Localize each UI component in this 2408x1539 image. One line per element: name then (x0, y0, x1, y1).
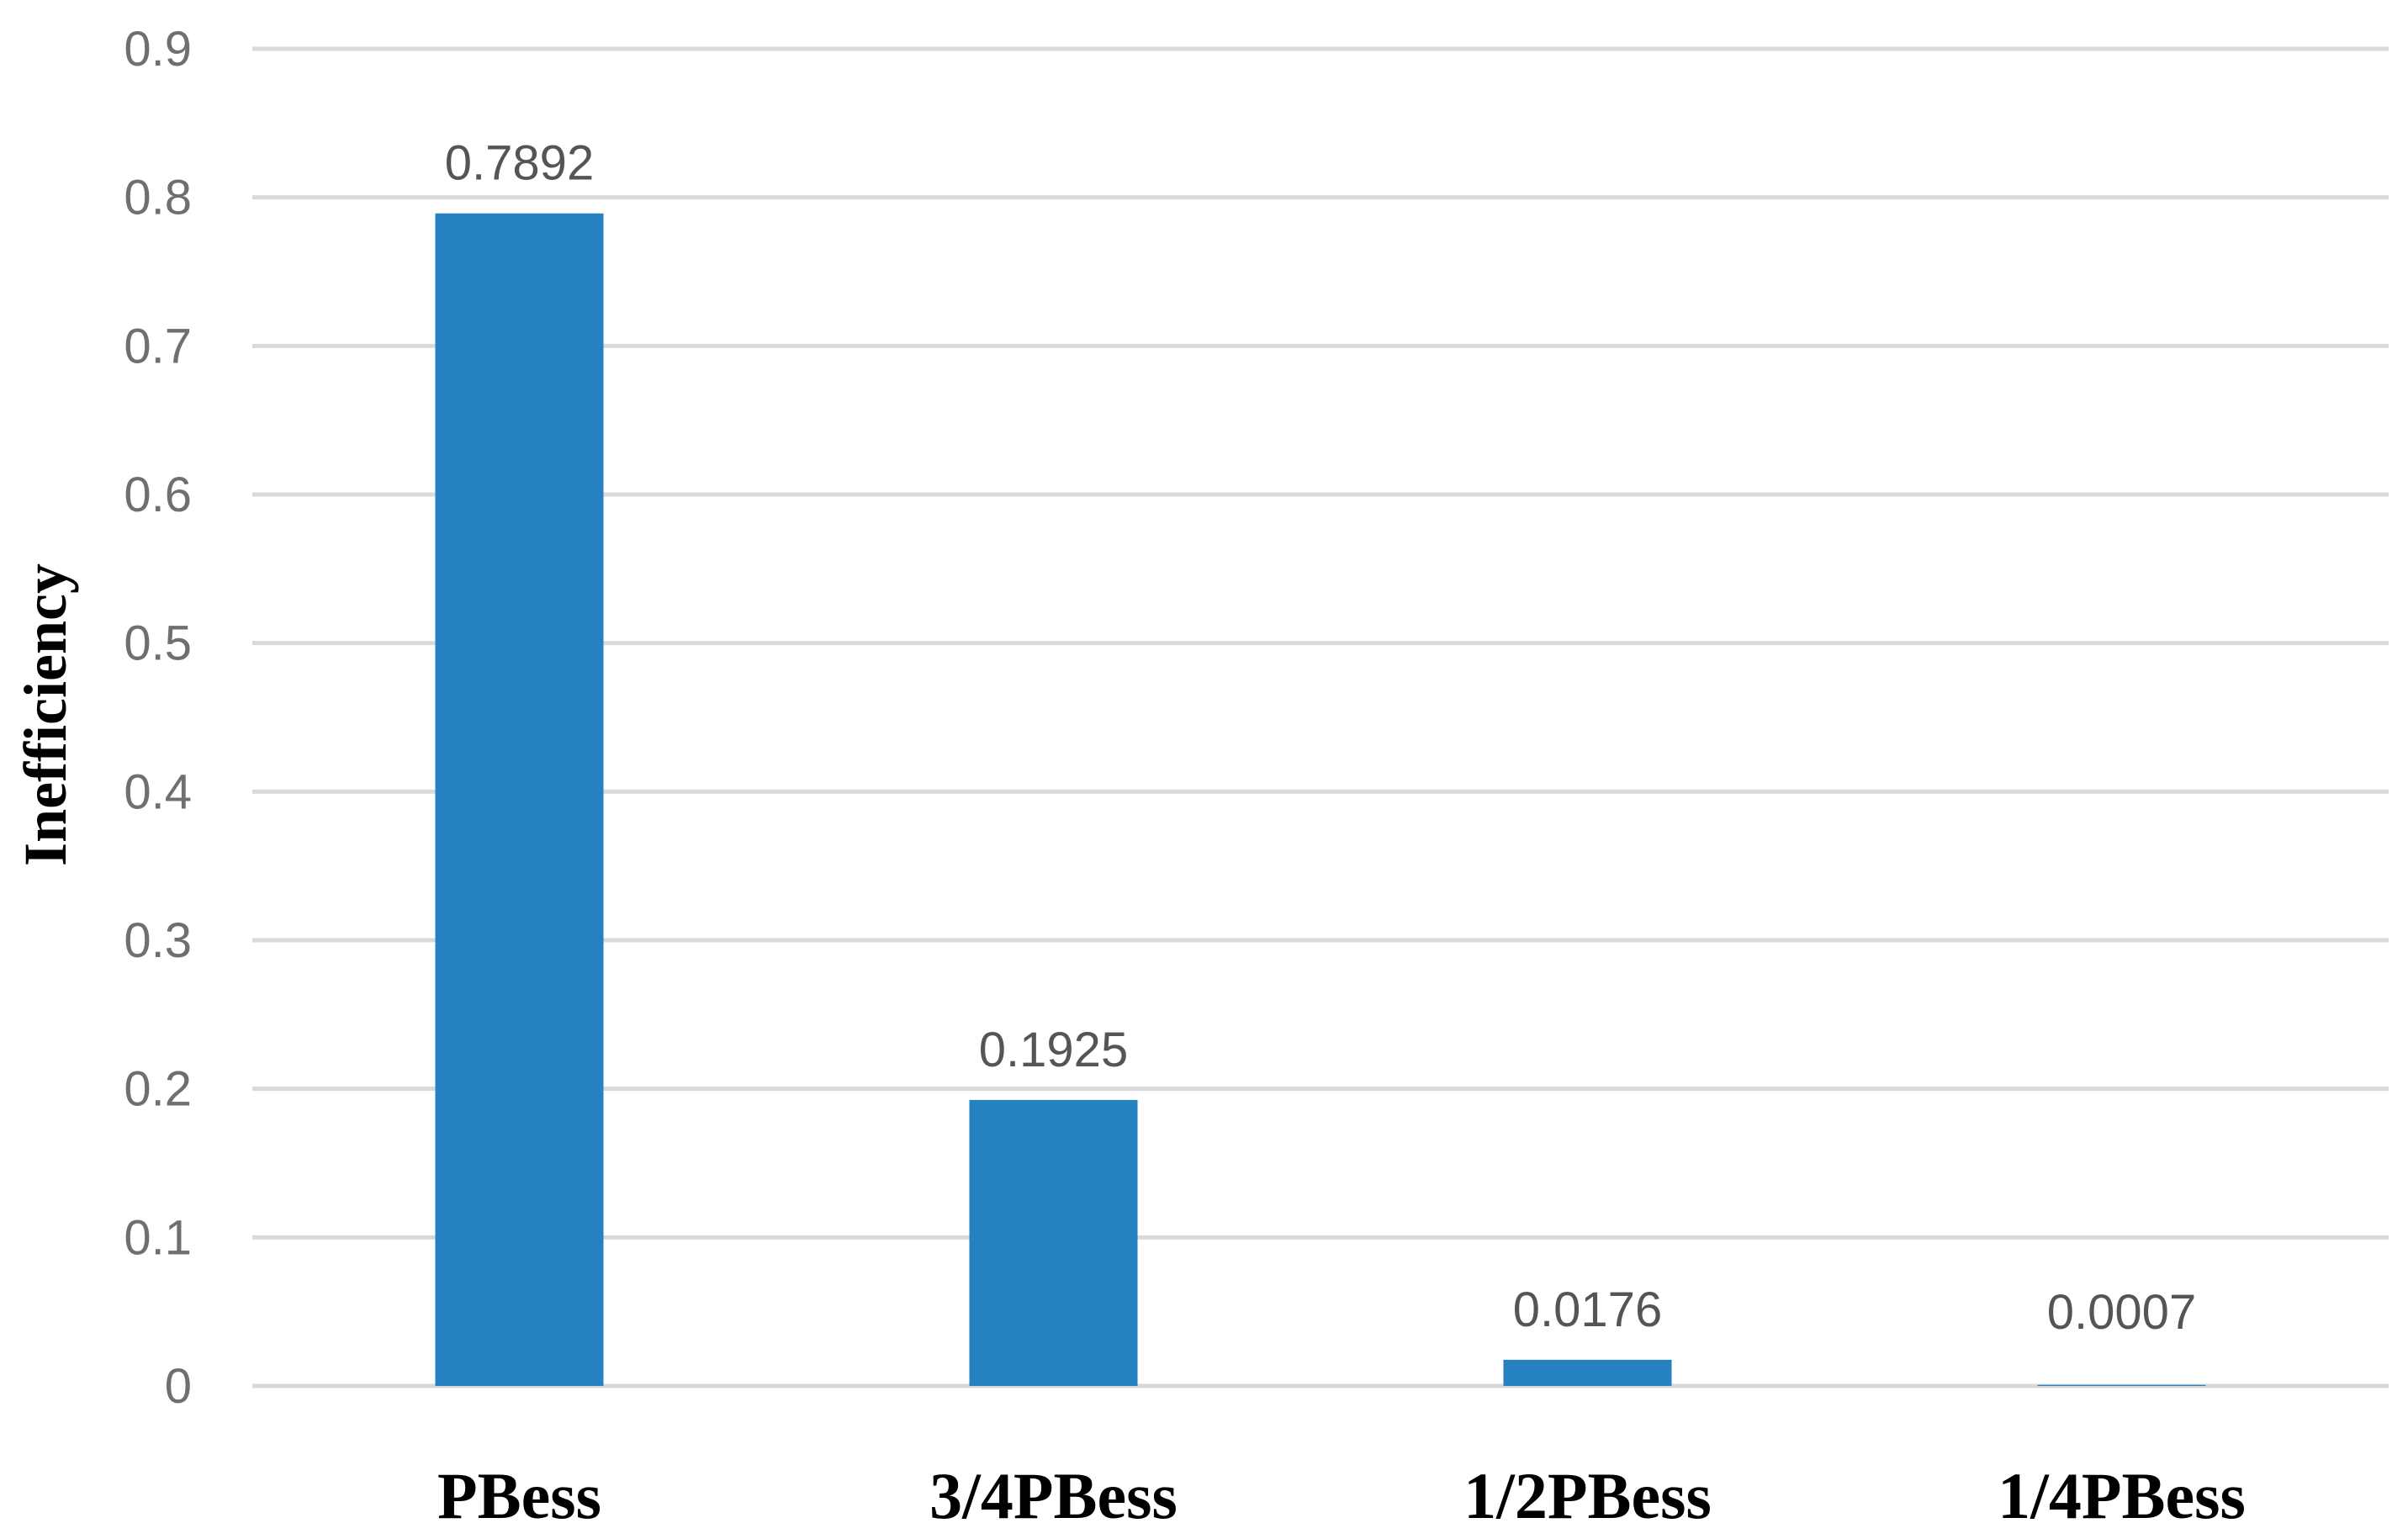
x-category-label: 3/4PBess (929, 1459, 1178, 1532)
data-label: 0.0007 (2047, 1285, 2196, 1340)
gridlines (252, 46, 2389, 1388)
data-labels: 0.7892 0.1925 0.0176 0.0007 (445, 136, 2196, 1340)
data-label: 0.1925 (979, 1023, 1128, 1077)
bar (1503, 1359, 1672, 1386)
y-axis-ticks: 0 0.1 0.2 0.3 0.4 0.5 0.6 0.7 0.8 0.9 (124, 22, 192, 1414)
bar (435, 213, 604, 1386)
y-tick-label: 0.9 (124, 22, 192, 77)
y-tick-label: 0.4 (124, 764, 192, 819)
bar (969, 1099, 1138, 1386)
y-tick-label: 0.3 (124, 913, 192, 968)
data-label: 0.7892 (445, 136, 594, 191)
y-tick-label: 0.7 (124, 319, 192, 373)
bar (2037, 1384, 2206, 1386)
y-tick-label: 0.6 (124, 468, 192, 522)
y-tick-label: 0.8 (124, 171, 192, 225)
y-tick-label: 0.5 (124, 616, 192, 671)
x-axis-categories: PBess 3/4PBess 1/2PBess 1/4PBess (437, 1459, 2246, 1532)
x-category-label: 1/4PBess (1998, 1459, 2246, 1532)
y-axis-title: Inefficiency (12, 563, 79, 866)
bars (435, 213, 2206, 1386)
y-tick-label: 0.2 (124, 1062, 192, 1117)
data-label: 0.0176 (1513, 1282, 1662, 1337)
y-tick-label: 0 (165, 1359, 192, 1414)
x-category-label: PBess (437, 1459, 601, 1532)
x-category-label: 1/2PBess (1463, 1459, 1712, 1532)
y-tick-label: 0.1 (124, 1210, 192, 1265)
